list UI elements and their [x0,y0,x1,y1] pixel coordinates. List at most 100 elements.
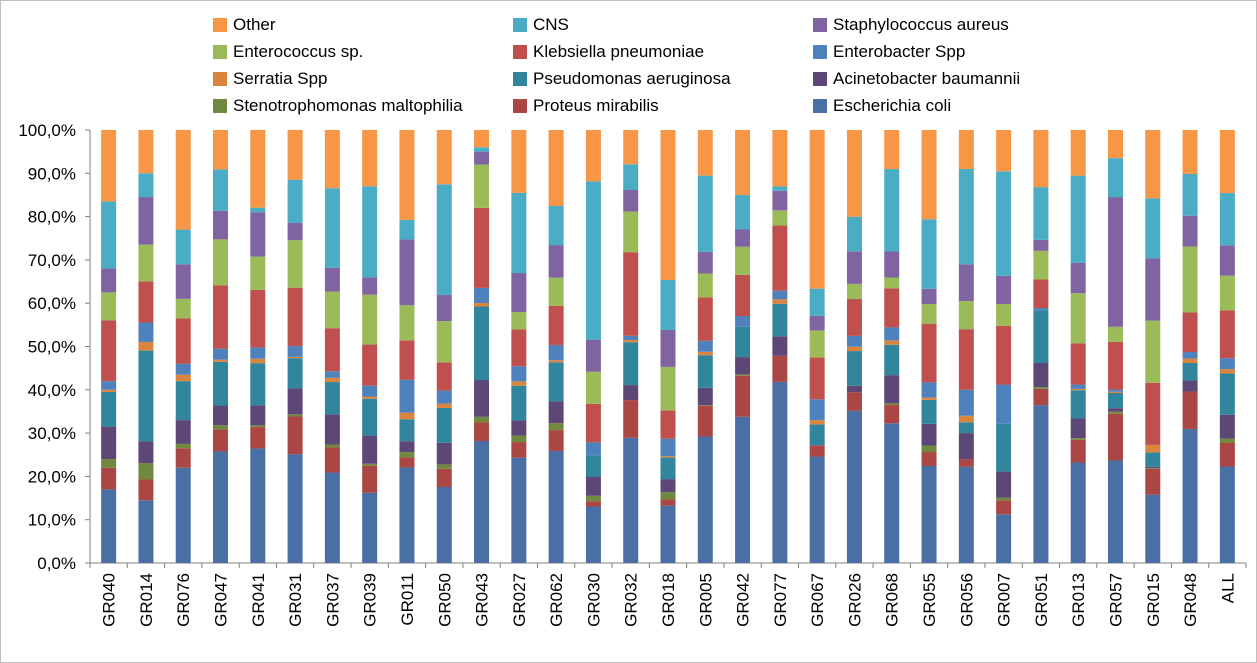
bar-segment-pseudomonas-aeruginosa-gr042 [735,326,751,358]
bar-segment-serratia-spp-gr057 [1107,391,1123,394]
bar-segment-cns-gr041 [250,207,266,213]
bar-segment-staphylococcus-aureus-gr040 [101,268,117,293]
bar-segment-escherichia-coli-gr041 [250,448,266,563]
bar-segment-enterobacter-spp-gr026 [846,335,862,347]
bar-segment-klebsiella-pneumoniae-gr014 [138,281,154,323]
bar-segment-staphylococcus-aureus-gr013 [1070,262,1086,294]
bar-segment-escherichia-coli-gr040 [101,489,117,563]
bar-segment-pseudomonas-aeruginosa-gr051 [1033,310,1049,363]
bar-segment-other-gr043 [474,130,490,148]
bar-segment-serratia-spp-gr039 [362,396,378,399]
x-tick-label: GR047 [212,573,231,627]
legend-item-stenotrophomonas-maltophilia: Stenotrophomonas maltophilia [213,95,463,117]
bar-segment-acinetobacter-baumannii-all [1219,414,1235,439]
bar-segment-acinetobacter-baumannii-gr076 [175,420,191,444]
legend-label: Stenotrophomonas maltophilia [233,96,463,115]
x-tick-label: GR067 [808,573,827,627]
bar-segment-klebsiella-pneumoniae-gr032 [623,252,639,336]
bar-segment-stenotrophomonas-maltophilia-gr018 [660,492,676,500]
bar-segment-enterobacter-spp-gr077 [772,290,788,300]
bar-segment-enterobacter-spp-gr037 [324,371,340,378]
legend-item-staphylococcus-aureus: Staphylococcus aureus [813,14,1009,36]
bar-segment-proteus-mirabilis-gr057 [1107,413,1123,461]
bar-segment-cns-gr015 [1145,198,1161,259]
bar-segment-enterococcus-sp-gr048 [1182,246,1198,313]
bar-segment-acinetobacter-baumannii-gr011 [399,441,415,453]
bar-segment-staphylococcus-aureus-gr014 [138,197,154,245]
bar-segment-cns-gr027 [511,192,527,274]
x-tick-label: GR032 [622,573,641,627]
bar-segment-enterobacter-spp-gr030 [585,442,601,456]
y-tick-label: 70,0% [28,251,76,270]
legend-label: Other [233,15,276,34]
bar-segment-enterococcus-sp-gr040 [101,292,117,321]
bar-segment-enterobacter-spp-gr014 [138,322,154,342]
bar-segment-enterococcus-sp-gr067 [809,330,825,358]
bar-segment-pseudomonas-aeruginosa-gr076 [175,381,191,421]
bar-segment-enterococcus-sp-gr031 [287,240,303,288]
bar-segment-escherichia-coli-gr015 [1145,494,1161,563]
bar-segment-other-gr027 [511,130,527,193]
legend-label: Acinetobacter baumannii [833,69,1021,88]
bar-segment-acinetobacter-baumannii-gr037 [324,414,340,445]
bar-segment-cns-gr077 [772,186,788,191]
bar-segment-escherichia-coli-gr026 [846,410,862,563]
bar-segment-other-gr005 [697,130,713,176]
bar-segment-staphylococcus-aureus-gr042 [735,229,751,247]
bar-segment-klebsiella-pneumoniae-gr048 [1182,312,1198,352]
bar-segment-staphylococcus-aureus-gr030 [585,339,601,372]
bar-segment-cns-gr067 [809,288,825,316]
bar-segment-pseudomonas-aeruginosa-gr062 [548,362,564,402]
bar-segment-cns-gr013 [1070,175,1086,263]
bar-segment-klebsiella-pneumoniae-gr043 [474,207,490,288]
bar-segment-other-gr047 [213,130,229,170]
legend-swatch [513,72,527,86]
legend-swatch [813,99,827,113]
bar-segment-proteus-mirabilis-gr014 [138,479,154,501]
bar-segment-enterobacter-spp-gr041 [250,347,266,359]
bar-segment-cns-gr026 [846,216,862,252]
bar-segment-escherichia-coli-gr062 [548,450,564,563]
bar-segment-proteus-mirabilis-gr043 [474,422,490,442]
x-tick-label: GR068 [883,573,902,627]
bar-segment-stenotrophomonas-maltophilia-gr051 [1033,387,1049,389]
bar-segment-pseudomonas-aeruginosa-all [1219,373,1235,415]
bar-segment-pseudomonas-aeruginosa-gr007 [996,423,1012,472]
bar-segment-cns-gr051 [1033,187,1049,240]
bar-segment-proteus-mirabilis-gr040 [101,467,117,490]
legend-swatch [213,45,227,59]
bar-segment-pseudomonas-aeruginosa-gr030 [585,455,601,477]
bar-segment-other-gr042 [735,130,751,195]
y-tick-label: 100,0% [18,121,76,140]
bar-segment-acinetobacter-baumannii-gr055 [921,423,937,446]
bar-segment-staphylococcus-aureus-gr041 [250,212,266,257]
bar-segment-cns-gr055 [921,219,937,289]
bar-segment-escherichia-coli-gr047 [213,451,229,563]
bar-segment-staphylococcus-aureus-gr015 [1145,258,1161,321]
x-tick-label: GR007 [995,573,1014,627]
bar-segment-staphylococcus-aureus-all [1219,245,1235,276]
bar-segment-enterococcus-sp-gr026 [846,283,862,300]
bar-segment-other-gr051 [1033,130,1049,188]
bar-segment-proteus-mirabilis-gr018 [660,499,676,506]
bar-segment-stenotrophomonas-maltophilia-gr027 [511,435,527,443]
bar-segment-pseudomonas-aeruginosa-gr043 [474,306,490,381]
bar-segment-other-all [1219,130,1235,194]
bar-segment-stenotrophomonas-maltophilia-gr076 [175,443,191,449]
bar-segment-klebsiella-pneumoniae-gr076 [175,318,191,364]
bar-segment-escherichia-coli-gr031 [287,454,303,563]
bar-segment-enterobacter-spp-gr051 [1033,308,1049,311]
bar-segment-proteus-mirabilis-gr068 [884,405,900,424]
x-tick-label: ALL [1218,573,1237,603]
bar-segment-other-gr041 [250,130,266,208]
bar-segment-acinetobacter-baumannii-gr062 [548,401,564,424]
bar-segment-klebsiella-pneumoniae-gr041 [250,289,266,348]
legend-swatch [513,45,527,59]
bar-segment-acinetobacter-baumannii-gr013 [1070,418,1086,439]
bar-segment-serratia-spp-gr013 [1070,388,1086,391]
bar-segment-escherichia-coli-gr018 [660,505,676,563]
bar-segment-serratia-spp-gr015 [1145,444,1161,453]
bar-segment-enterococcus-sp-gr042 [735,246,751,275]
bar-segment-other-gr050 [436,130,452,185]
bar-segment-klebsiella-pneumoniae-gr077 [772,225,788,291]
